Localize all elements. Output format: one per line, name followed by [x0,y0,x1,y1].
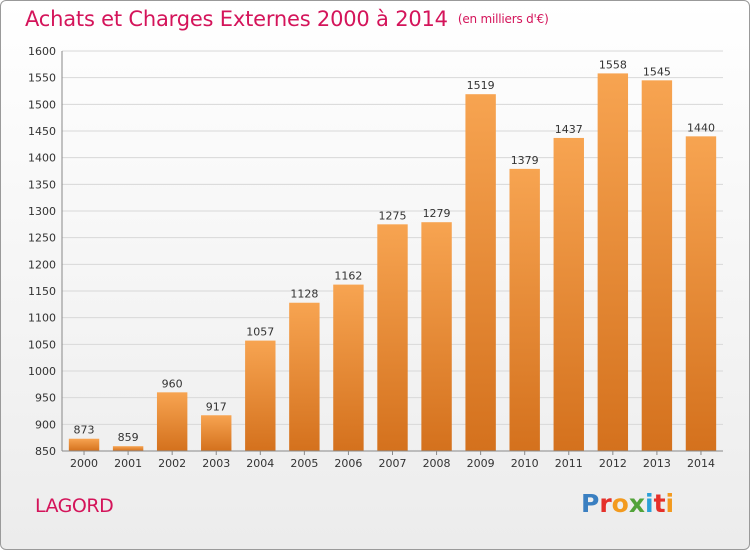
y-tick-label: 1250 [28,232,56,245]
x-tick-label: 2001 [114,457,142,470]
y-tick-label: 1050 [28,338,56,351]
value-label: 1128 [290,288,318,301]
value-label: 1440 [687,121,715,134]
chart-title-text: Achats et Charges Externes 2000 à 2014 [25,7,448,31]
y-tick-label: 1000 [28,365,56,378]
x-tick-label: 2011 [555,457,583,470]
axes: 850 900 950 1000 1050 1100 1150 1200 1250 1300 135… [28,45,723,470]
bars [68,73,717,452]
bar-2001 [112,446,144,451]
x-tick-label: 2014 [687,457,715,470]
bar-2010 [509,168,540,451]
x-tick-label: 2009 [467,457,495,470]
x-tick-label: 2006 [334,457,362,470]
y-tick-label: 1300 [28,205,56,218]
bar-2012 [597,73,629,452]
brand-letter: i [665,489,675,518]
chart-title: Achats et Charges Externes 2000 à 2014 (e… [25,7,549,31]
x-tick-label: 2007 [379,457,407,470]
place-name: LAGORD [35,495,114,517]
y-tick-label: 1150 [28,285,56,298]
x-tick-label: 2013 [643,457,671,470]
bar-2013 [641,80,673,451]
x-tick-label: 2005 [290,457,318,470]
x-tick-label: 2008 [423,457,451,470]
value-label: 960 [162,377,183,390]
x-tick-label: 2000 [70,457,98,470]
brand-letter: x [628,489,645,518]
bar-2008 [421,222,452,451]
y-tick-label: 1400 [28,152,56,165]
y-tick-label: 900 [35,418,56,431]
bar-2011 [553,137,584,451]
bar-2006 [333,284,364,451]
value-label: 1519 [467,79,495,92]
y-tick-label: 1350 [28,178,56,191]
bar-2003 [201,415,232,451]
x-tick-label: 2002 [158,457,186,470]
value-label: 1558 [599,58,627,71]
value-label: 1379 [511,154,539,167]
value-label: 873 [74,424,95,437]
brand-letter: i [645,489,654,518]
chart-unit: (en milliers d'€) [457,12,549,26]
value-label: 859 [118,431,139,444]
bar-2009 [465,94,496,451]
bar-2014 [685,136,717,452]
y-tick-label: 1450 [28,125,56,138]
brand-letter: o [611,489,629,518]
brand-letter: r [599,489,612,518]
bar-2005 [289,302,320,451]
y-tick-label: 1500 [28,98,56,111]
y-tick-label: 950 [35,392,56,405]
bar-2002 [156,392,188,451]
value-label: 917 [206,400,227,413]
y-tick-label: 1100 [28,312,56,325]
bar-2000 [68,438,100,451]
bar-2004 [245,340,276,451]
y-tick-label: 850 [35,445,56,458]
y-tick-label: 1550 [28,72,56,85]
x-tick-label: 2010 [511,457,539,470]
value-label: 1057 [246,326,274,339]
value-label: 1279 [423,207,451,220]
value-label: 1545 [643,65,671,78]
brand-letter: t [653,489,666,518]
value-label: 1162 [334,270,362,283]
brand-logo: Proxiti [581,489,674,518]
value-label: 1437 [555,123,583,136]
x-tick-label: 2003 [202,457,230,470]
y-tick-label: 1200 [28,258,56,271]
x-tick-label: 2004 [246,457,274,470]
y-tick-label: 1600 [28,45,56,58]
x-tick-label: 2012 [599,457,627,470]
value-label: 1275 [379,209,407,222]
brand-letter: P [581,489,600,518]
value-labels: 873 859 960 917 1057 1128 1162 1275 1279 1519 1379… [74,58,715,444]
bar-2007 [377,224,408,451]
